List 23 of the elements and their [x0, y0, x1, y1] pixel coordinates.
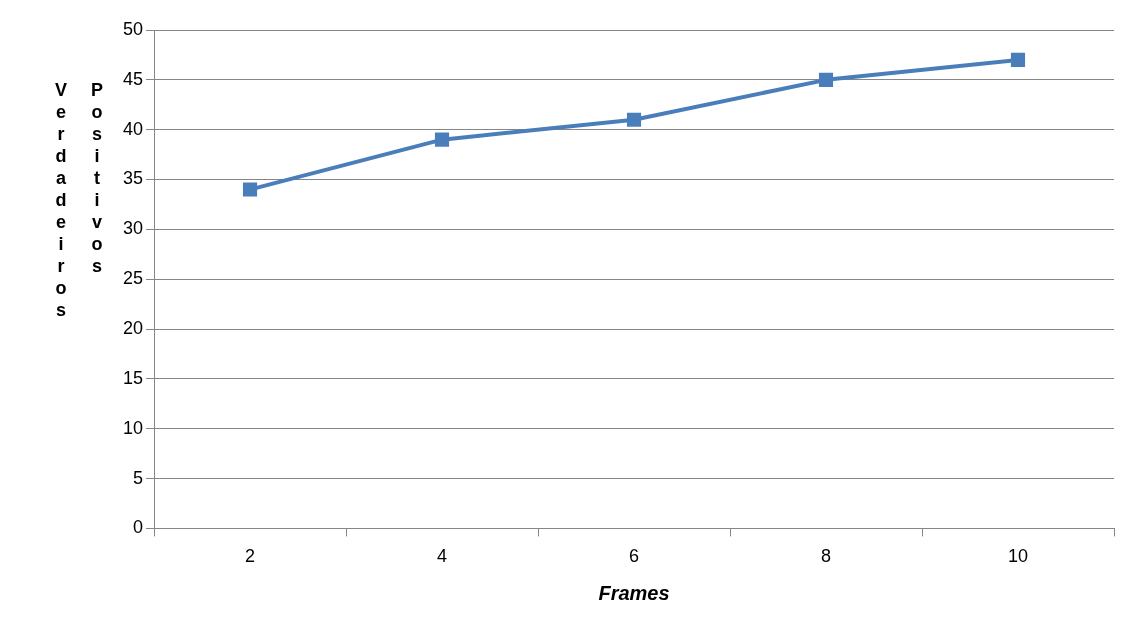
x-tick-label: 6: [629, 546, 640, 567]
x-axis-title: Frames: [598, 581, 670, 604]
x-tick-label: 10: [1007, 546, 1029, 567]
point: [1010, 52, 1026, 67]
point: [818, 72, 834, 87]
y-tick-label: 50: [122, 18, 144, 39]
y-tick-label: 25: [122, 268, 144, 289]
x-tick-label: 2: [245, 546, 256, 567]
y-tick-label: 15: [122, 367, 144, 388]
y-tick-label: 45: [122, 68, 144, 89]
point: [434, 132, 450, 147]
y-tick-label: 30: [122, 218, 144, 239]
y-tick-label: 20: [122, 318, 144, 339]
point: [242, 182, 258, 197]
point: [626, 112, 642, 127]
y-tick-label: 10: [122, 417, 144, 438]
x-tick-label: 8: [821, 546, 832, 567]
y-tick-label: 35: [122, 168, 144, 189]
y-axis-title: Verdadeiros Positivos: [51, 80, 107, 322]
x-tick-label: 4: [437, 546, 448, 567]
y-tick-label: 5: [133, 467, 144, 488]
y-tick-label: 0: [133, 517, 144, 538]
y-tick-label: 40: [122, 118, 144, 139]
